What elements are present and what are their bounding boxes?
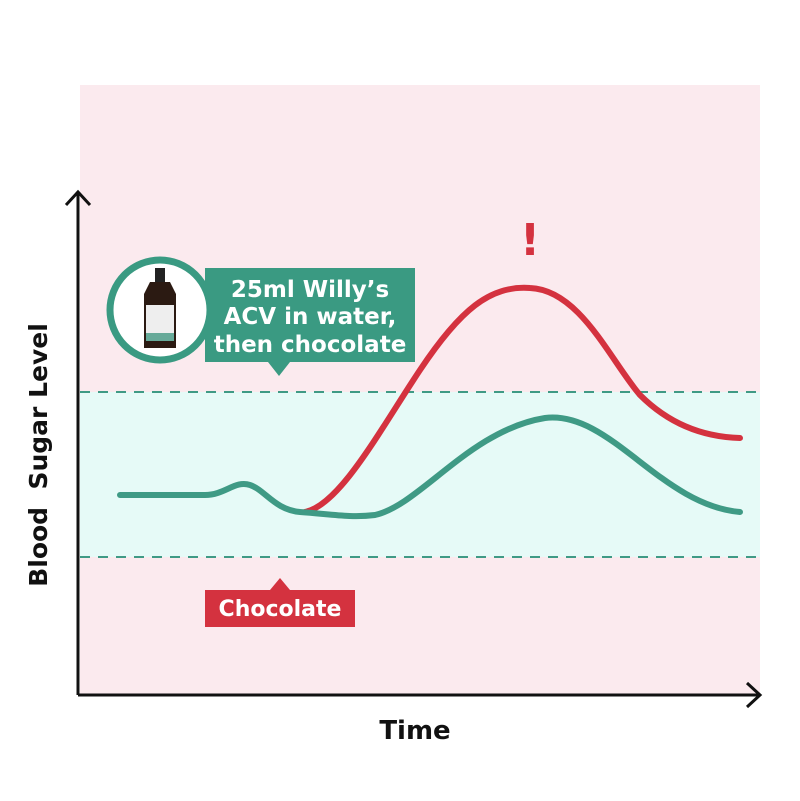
tag-box xyxy=(205,590,355,627)
tag-label: Chocolate xyxy=(219,597,342,622)
callout-line: ACV in water, xyxy=(224,304,397,330)
x-axis-label: Time xyxy=(379,716,450,746)
alert-mark: ! xyxy=(520,215,540,266)
callout-pointer xyxy=(268,362,290,376)
bottle-icon xyxy=(144,268,176,348)
y-axis xyxy=(64,189,92,695)
acv-curve xyxy=(117,414,743,520)
x-axis xyxy=(78,681,763,709)
tag-pointer xyxy=(270,578,290,590)
normal-band xyxy=(80,392,760,557)
callout-line: then chocolate xyxy=(214,332,407,358)
callout-line: 25ml Willy’s xyxy=(231,277,389,303)
panel xyxy=(80,85,760,695)
callout-box xyxy=(205,268,415,362)
y-axis-label: Blood Sugar Level xyxy=(24,323,53,587)
chocolate-curve xyxy=(302,284,743,515)
